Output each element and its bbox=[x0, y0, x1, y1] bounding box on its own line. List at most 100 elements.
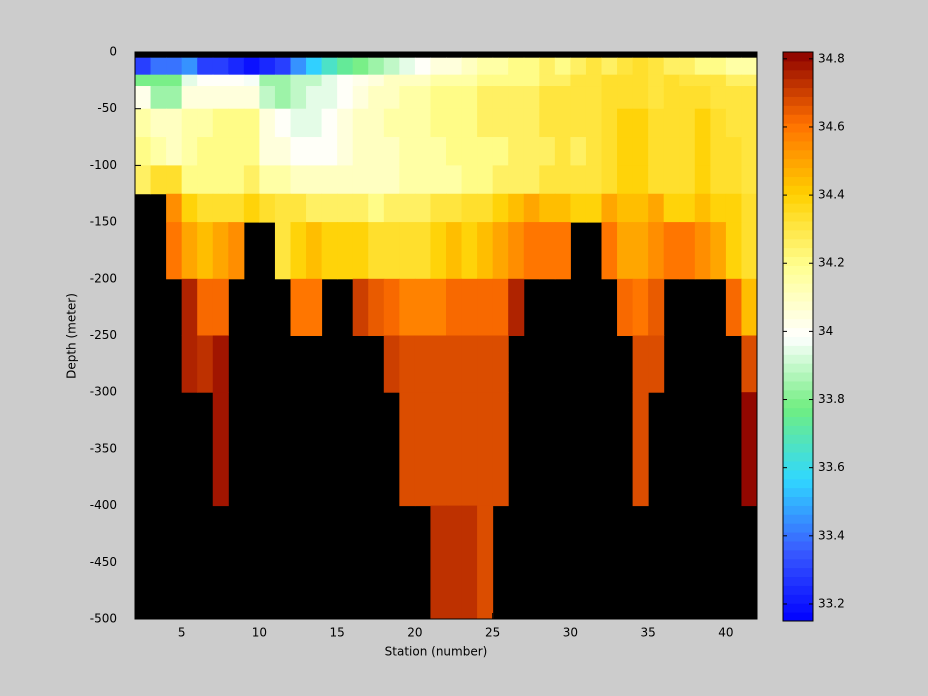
heatmap-cell bbox=[539, 222, 556, 280]
heatmap-cell bbox=[663, 108, 680, 138]
heatmap-cell bbox=[290, 137, 307, 166]
heatmap-cell bbox=[554, 222, 571, 280]
colorbar-segment bbox=[783, 594, 813, 604]
heatmap-cell bbox=[414, 278, 431, 336]
heatmap-cell bbox=[399, 165, 416, 195]
heatmap-cell bbox=[663, 86, 680, 110]
heatmap-cell bbox=[290, 278, 307, 336]
heatmap-cell bbox=[632, 165, 649, 195]
heatmap-cell bbox=[632, 392, 649, 507]
heatmap-cell bbox=[243, 137, 260, 166]
heatmap-cell bbox=[601, 193, 618, 223]
heatmap-cell bbox=[306, 74, 323, 87]
colorbar-segment bbox=[783, 505, 813, 515]
colorbar-segment bbox=[783, 274, 813, 284]
heatmap-cell bbox=[135, 86, 152, 110]
colorbar-segment bbox=[783, 114, 813, 124]
colorbar-segment bbox=[783, 318, 813, 329]
heatmap-cell bbox=[430, 193, 447, 223]
heatmap-cell bbox=[414, 108, 431, 138]
heatmap-cell bbox=[632, 137, 649, 166]
colorbar-segment bbox=[783, 309, 813, 320]
colorbar-segment bbox=[783, 487, 813, 498]
heatmap-cell bbox=[274, 137, 291, 166]
heatmap-cell bbox=[710, 74, 727, 87]
y-tick-label: -500 bbox=[90, 612, 117, 626]
heatmap-cell bbox=[430, 392, 447, 507]
heatmap-cell bbox=[414, 335, 431, 393]
heatmap-cell bbox=[166, 222, 183, 280]
heatmap-cell bbox=[710, 108, 727, 138]
heatmap-cell bbox=[383, 222, 400, 280]
heatmap-cell bbox=[430, 137, 447, 166]
heatmap-cell bbox=[648, 86, 665, 110]
heatmap-cell bbox=[663, 193, 680, 223]
heatmap-cell bbox=[352, 278, 369, 336]
heatmap-cell bbox=[508, 108, 525, 138]
heatmap-cell bbox=[694, 137, 711, 166]
heatmap-cell bbox=[135, 165, 152, 195]
heatmap-cell bbox=[617, 193, 634, 223]
heatmap-cell bbox=[477, 193, 494, 223]
heatmap-cell bbox=[570, 108, 587, 138]
heatmap-cell bbox=[601, 137, 618, 166]
heatmap-cell bbox=[166, 57, 183, 76]
heatmap-cell bbox=[166, 74, 183, 87]
heatmap-cell bbox=[430, 278, 447, 336]
heatmap-cell bbox=[228, 86, 245, 110]
heatmap-cell bbox=[337, 165, 354, 195]
heatmap-cell bbox=[648, 335, 665, 393]
heatmap-cell bbox=[243, 165, 260, 195]
colorbar-segment bbox=[783, 567, 813, 578]
heatmap-cell bbox=[290, 165, 307, 195]
heatmap-cell bbox=[694, 57, 711, 76]
colorbar-segment bbox=[783, 105, 813, 115]
x-tick-label: 15 bbox=[330, 626, 345, 640]
heatmap-cell bbox=[166, 137, 183, 166]
heatmap-cell bbox=[725, 222, 742, 280]
colorbar-segment bbox=[783, 229, 813, 240]
heatmap-cell bbox=[570, 165, 587, 195]
heatmap-cell bbox=[694, 193, 711, 223]
heatmap-cell bbox=[321, 108, 338, 138]
colorbar-segment bbox=[783, 425, 813, 435]
colorbar-segment bbox=[783, 380, 813, 391]
colorbar-segment bbox=[783, 460, 813, 471]
colorbar-segment bbox=[783, 140, 813, 151]
colorbar-segment bbox=[783, 407, 813, 418]
heatmap-cell bbox=[150, 137, 167, 166]
heatmap-cell bbox=[461, 57, 478, 76]
colorbar-segment bbox=[783, 158, 813, 169]
heatmap-cell bbox=[197, 137, 214, 166]
colorbar-segment bbox=[783, 532, 813, 542]
heatmap-cell bbox=[181, 137, 198, 166]
heatmap-cell bbox=[554, 74, 571, 87]
heatmap-cell bbox=[243, 86, 260, 110]
colorbar-segment bbox=[783, 434, 813, 444]
heatmap-cell bbox=[352, 222, 369, 280]
heatmap-cell bbox=[679, 57, 696, 76]
colorbar-tick-label: 33.6 bbox=[818, 460, 845, 474]
heatmap-cell bbox=[523, 74, 540, 87]
heatmap-cell bbox=[632, 335, 649, 393]
heatmap-cell bbox=[181, 222, 198, 280]
heatmap-cell bbox=[648, 278, 665, 336]
colorbar-tick-label: 33.4 bbox=[818, 528, 845, 542]
heatmap-cell bbox=[492, 392, 509, 507]
heatmap-cell bbox=[446, 505, 463, 620]
heatmap-cell bbox=[212, 193, 229, 223]
heatmap-cell bbox=[446, 108, 463, 138]
heatmap-cell bbox=[383, 57, 400, 76]
heatmap-cell bbox=[150, 74, 167, 87]
colorbar-box bbox=[782, 51, 814, 622]
heatmap-cell bbox=[212, 222, 229, 280]
heatmap-cell bbox=[290, 108, 307, 138]
heatmap-cell bbox=[383, 137, 400, 166]
heatmap-cell bbox=[383, 335, 400, 393]
colorbar-segment bbox=[783, 52, 813, 62]
heatmap-cell bbox=[492, 193, 509, 223]
heatmap-cell bbox=[135, 137, 152, 166]
heatmap-cell bbox=[414, 392, 431, 507]
heatmap-cell bbox=[228, 137, 245, 166]
heatmap-cell bbox=[259, 165, 276, 195]
